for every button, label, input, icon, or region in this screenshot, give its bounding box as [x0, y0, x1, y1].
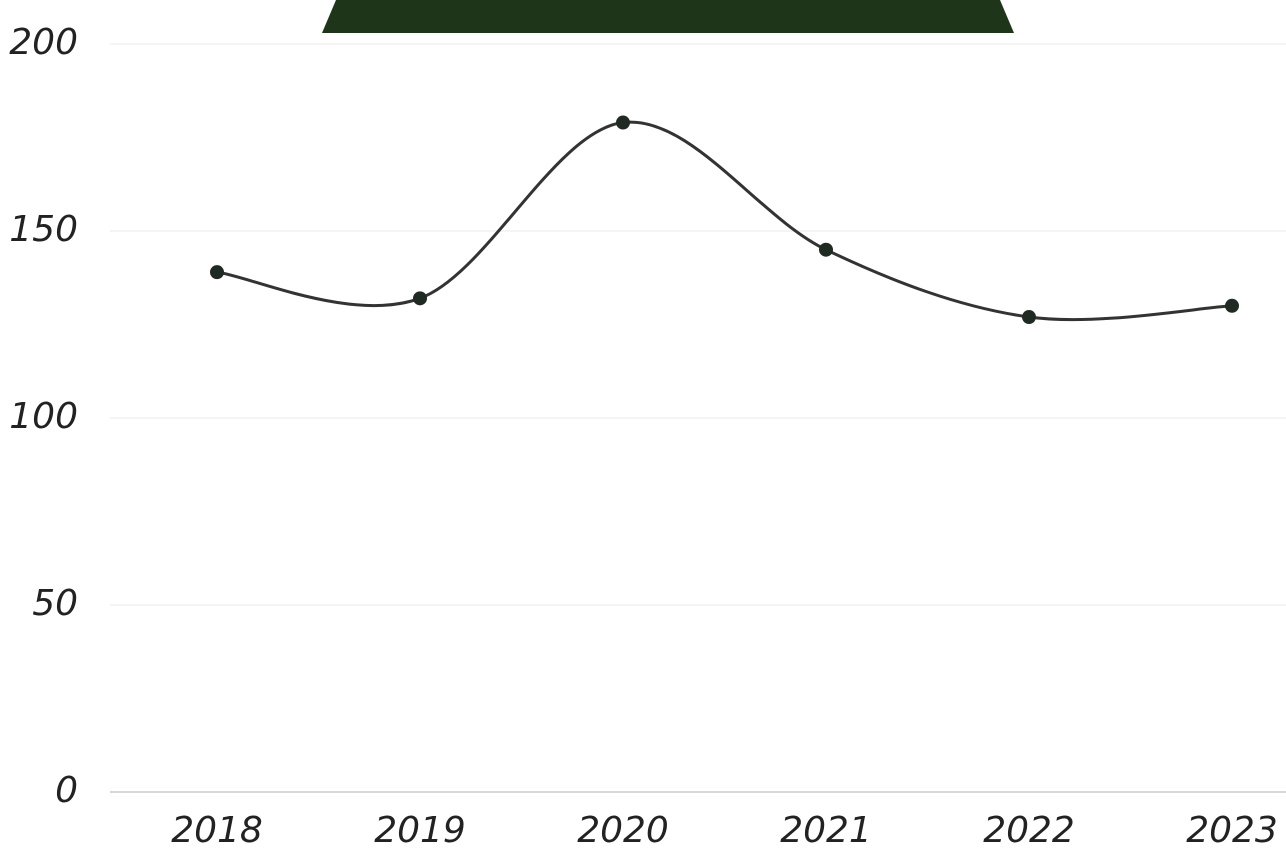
point	[1022, 310, 1036, 325]
x-tick-label: 2020	[577, 810, 669, 851]
x-tick-label: 2023	[1186, 810, 1278, 851]
y-tick-label: 150	[9, 209, 78, 250]
header-decoration	[322, 0, 1014, 33]
y-tick-label: 200	[9, 22, 78, 63]
x-tick-label: 2021	[780, 810, 872, 851]
x-tick-label: 2018	[171, 810, 263, 851]
x-tick-label: 2022	[983, 810, 1075, 851]
line	[216, 120, 1233, 322]
point	[1225, 298, 1239, 313]
y-tick-label: 50	[32, 583, 78, 624]
y-tick-label: 0	[55, 770, 78, 811]
x-tick-label: 2019	[374, 810, 466, 851]
point	[616, 115, 630, 130]
y-tick-label: 100	[9, 396, 78, 437]
point	[210, 265, 224, 280]
point	[413, 291, 427, 306]
point	[819, 242, 833, 257]
